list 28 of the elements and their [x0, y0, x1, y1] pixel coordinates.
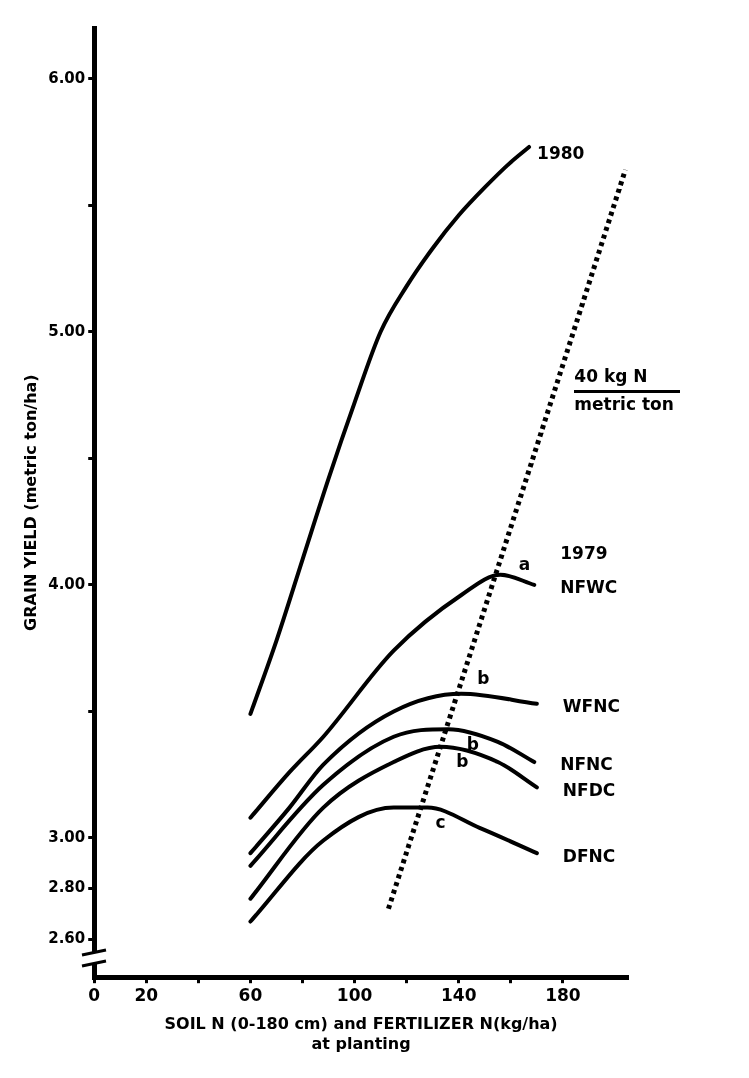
x-axis-title: SOIL N (0-180 cm) and FERTILIZER N(kg/ha) at planting — [164, 1014, 558, 1053]
y-tick-label: 3.00 — [48, 827, 86, 846]
annotation: b — [456, 751, 469, 772]
x-tick-label: 60 — [238, 984, 263, 1005]
series-label: 1980 — [537, 143, 585, 164]
y-tick-label: 2.60 — [48, 929, 86, 948]
series-label: NFNC — [560, 754, 613, 775]
series-label: DFNC — [562, 845, 616, 866]
annotation: a — [518, 554, 531, 575]
line-series — [248, 144, 532, 716]
x-tick-label: 100 — [336, 984, 373, 1005]
series-label: 40 kg N metric ton — [574, 365, 674, 414]
annotation: b — [466, 733, 479, 754]
y-tick-label: 6.00 — [48, 68, 86, 87]
x-tick-label: 20 — [134, 984, 159, 1005]
x-tick-label: 140 — [441, 984, 477, 1005]
y-tick-label: 5.00 — [48, 321, 86, 340]
annotation: 1979 — [560, 543, 608, 564]
series-label: WFNC — [562, 696, 620, 717]
y-tick-label: 2.80 — [48, 878, 86, 897]
x-tick-label: 0 — [88, 984, 101, 1005]
x-tick-label: 180 — [545, 984, 581, 1005]
series-label: NFWC — [560, 577, 618, 598]
y-tick-label: 4.00 — [48, 574, 86, 593]
annotation: b — [477, 668, 490, 689]
annotation: c — [435, 812, 446, 833]
y-axis-title: GRAIN YIELD (metric ton/ha) — [20, 374, 40, 631]
series-label: NFDC — [562, 779, 616, 800]
